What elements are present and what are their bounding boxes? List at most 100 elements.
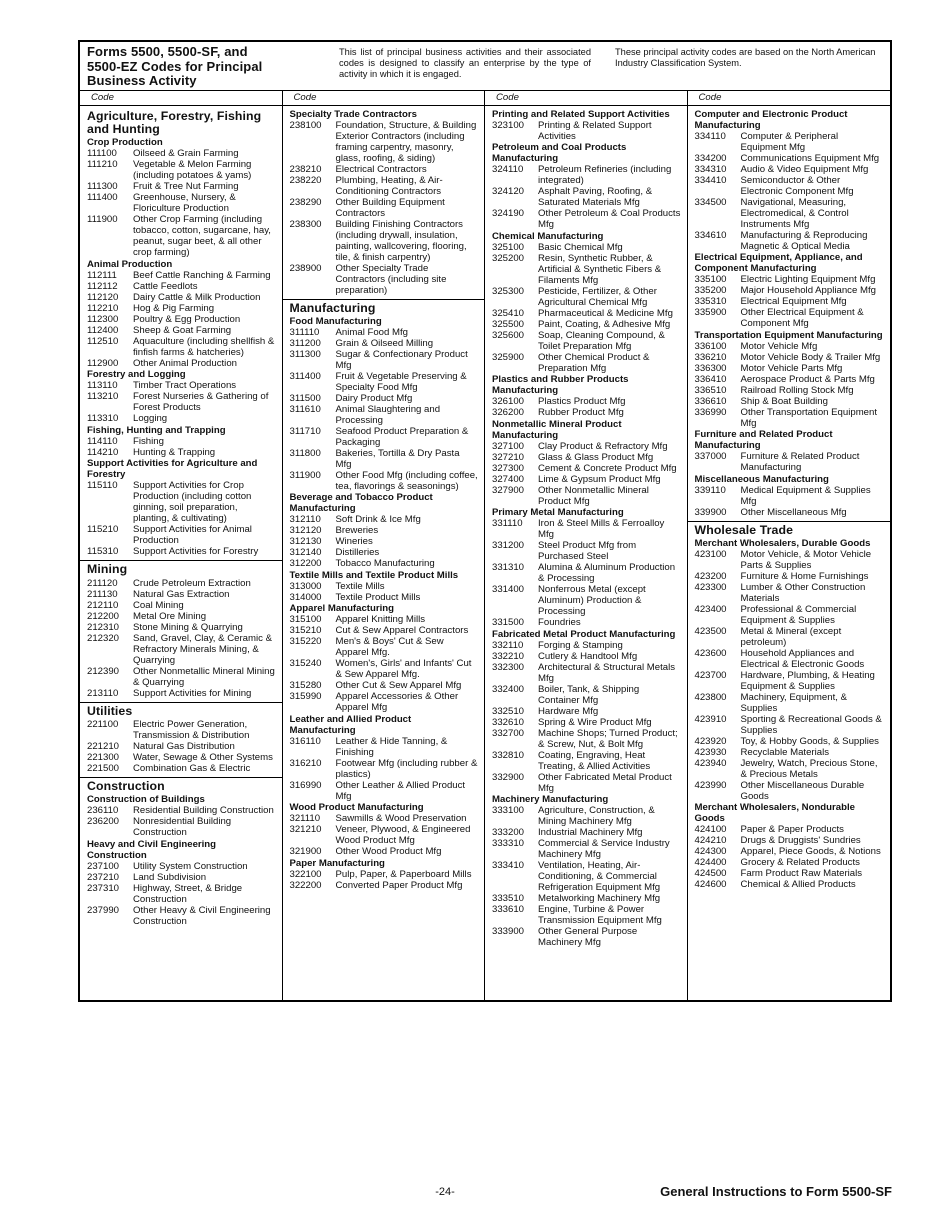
activity-description: Cutlery & Handtool Mfg [538,650,638,662]
activity-row: 311400 Fruit & Vegetable Preserving & Spe… [290,371,480,393]
activity-description: Other General Purpose Machinery Mfg [538,926,638,948]
activity-code: 238100 [289,119,322,131]
activity-description: Hardware, Plumbing, & Heating Equipment … [740,669,875,692]
activity-code: 115210 [87,524,119,536]
activity-description: Aerospace Product & Parts Mfg [740,373,875,385]
activity-row: 312120 Breweries [290,525,480,536]
activity-code: 335310 [694,296,727,307]
activity-row: 221500 Combination Gas & Electric [87,763,277,774]
activity-code: 325200 [492,252,525,264]
activity-code: 237310 [87,882,120,894]
column-3: Code Printing and Related Support Activi… [485,91,688,1000]
activity-row: 221300 Water, Sewage & Other Systems [87,752,277,763]
activity-code: 327100 [492,440,525,452]
activity-row: 237310 Highway, Street, & Bridge Construc… [87,883,277,905]
activity-row: 323100 Printing & Related Support Activit… [492,120,682,142]
activity-code: 424400 [694,857,727,869]
activity-row: 423800 Machinery, Equipment, & Supplies [695,692,886,714]
activity-code: 332510 [492,705,525,717]
activity-row: 237210 Land Subdivision [87,872,277,883]
subsection-heading: Electrical Equipment, Appliance, and Com… [694,252,863,274]
activity-code: 336100 [694,340,727,352]
activity-row: 332300 Architectural & Structural Metals … [492,662,682,684]
activity-row: 322100 Pulp, Paper, & Paperboard Mills [290,869,480,880]
activity-description: Cut & Sew Apparel Contractors [335,625,469,637]
activity-row: 114210 Hunting & Trapping [87,447,277,458]
table-body: Code Agriculture, Forestry, Fishing and … [80,91,890,1000]
activity-code: 311110 [289,326,320,338]
column-1: Code Agriculture, Forestry, Fishing and … [80,91,283,1000]
activity-row: 115210 Support Activities for Animal Prod… [87,524,277,546]
activity-code: 211120 [87,577,118,589]
activity-description: Electrical Contractors [335,163,427,175]
activity-row: 212390 Other Nonmetallic Mineral Mining &… [87,666,277,688]
subsection-heading: Chemical Manufacturing [492,230,604,242]
activity-code: 333310 [492,838,525,849]
activity-description: Motor Vehicle Parts Mfg [740,362,843,374]
activity-row: 236110 Residential Building Construction [87,805,277,816]
activity-row: 332400 Boiler, Tank, & Shipping Container… [492,684,682,706]
activity-code: 111300 [87,181,118,193]
activity-description: Other Chemical Product & Preparation Mfg [538,351,650,374]
activity-code: 324190 [492,208,525,219]
activity-row: 325100 Basic Chemical Mfg [492,242,682,253]
activity-code: 212200 [87,610,120,622]
activity-row: 237990 Other Heavy & Civil Engineering Co… [87,905,277,927]
activity-code: 112112 [87,280,118,292]
activity-description: Sugar & Confectionary Product Mfg [335,348,468,371]
activity-row: 423930 Recyclable Materials [695,747,886,758]
activity-row: 326200 Rubber Product Mfg [492,407,682,418]
activity-row: 312110 Soft Drink & Ice Mfg [290,514,480,525]
activity-code: 311900 [289,469,321,481]
activity-row: 332900 Other Fabricated Metal Product Mfg [492,772,682,794]
activity-row: 325600 Soap, Cleaning Compound, & Toilet … [492,330,682,352]
activity-description: Jewelry, Watch, Precious Stone, & Precio… [740,757,878,780]
activity-row: 212200 Metal Ore Mining [87,611,277,622]
activity-description: Foundation, Structure, & Building Exteri… [335,119,477,164]
activity-row: 212320 Sand, Gravel, Clay, & Ceramic & Re… [87,633,277,666]
activity-description: Dairy Product Mfg [335,392,413,404]
activity-code: 331310 [492,562,525,573]
activity-description: Furniture & Related Product Manufacturin… [740,451,860,473]
activity-code: 423920 [694,735,727,747]
activity-code: 334500 [694,196,727,208]
activity-row: 334310 Audio & Video Equipment Mfg [695,164,886,175]
activity-row: 332510 Hardware Mfg [492,706,682,717]
activity-description: Coal Mining [133,599,184,611]
activity-code: 238900 [289,262,322,274]
activity-row: 325410 Pharmaceutical & Medicine Mfg [492,308,682,319]
activity-description: Poultry & Egg Production [133,313,241,325]
activity-code: 316110 [289,735,321,747]
activity-code: 423200 [694,570,727,582]
activity-code: 212320 [87,632,120,644]
activity-row: 112900 Other Animal Production [87,358,277,369]
activity-code: 324120 [492,186,525,197]
activity-description: Other Building Equipment Contractors [335,196,445,219]
activity-code: 112400 [87,324,119,336]
activity-row: 238290 Other Building Equipment Contracto… [290,197,480,219]
activity-row: 312140 Distilleries [290,547,480,558]
activity-row: 325500 Paint, Coating, & Adhesive Mfg [492,319,682,330]
activity-row: 112400 Sheep & Goat Farming [87,325,277,336]
activity-code: 327900 [492,484,525,496]
activity-description: Asphalt Paving, Roofing, & Saturated Mat… [538,186,653,208]
subsection-heading: Miscellaneous Manufacturing [694,473,829,485]
activity-row: 112300 Poultry & Egg Production [87,314,277,325]
activity-description: Other Heavy & Civil Engineering Construc… [133,904,271,927]
activity-description: Alumina & Aluminum Production & Processi… [538,562,676,584]
activity-description: Railroad Rolling Stock Mfg [740,384,854,396]
activity-row: 238300 Building Finishing Contractors (in… [290,219,480,263]
activity-code: 221500 [87,762,120,774]
activity-row: 114110 Fishing [87,436,277,447]
activity-row: 423500 Metal & Mineral (except petroleum) [695,626,886,648]
activity-code: 325900 [492,351,525,363]
activity-code: 311710 [289,425,321,437]
column-2-content: Specialty Trade Contractors 238100 Foundat… [282,106,484,1000]
activity-row: 211130 Natural Gas Extraction [87,589,277,600]
activity-description: Coating, Engraving, Heat Treating, & All… [538,749,651,772]
activity-code: 322200 [289,879,322,891]
activity-code: 339110 [694,484,726,496]
activity-row: 312130 Wineries [290,536,480,547]
activity-description: Metal & Mineral (except petroleum) [740,625,842,648]
activity-description: Spring & Wire Product Mfg [538,716,652,728]
